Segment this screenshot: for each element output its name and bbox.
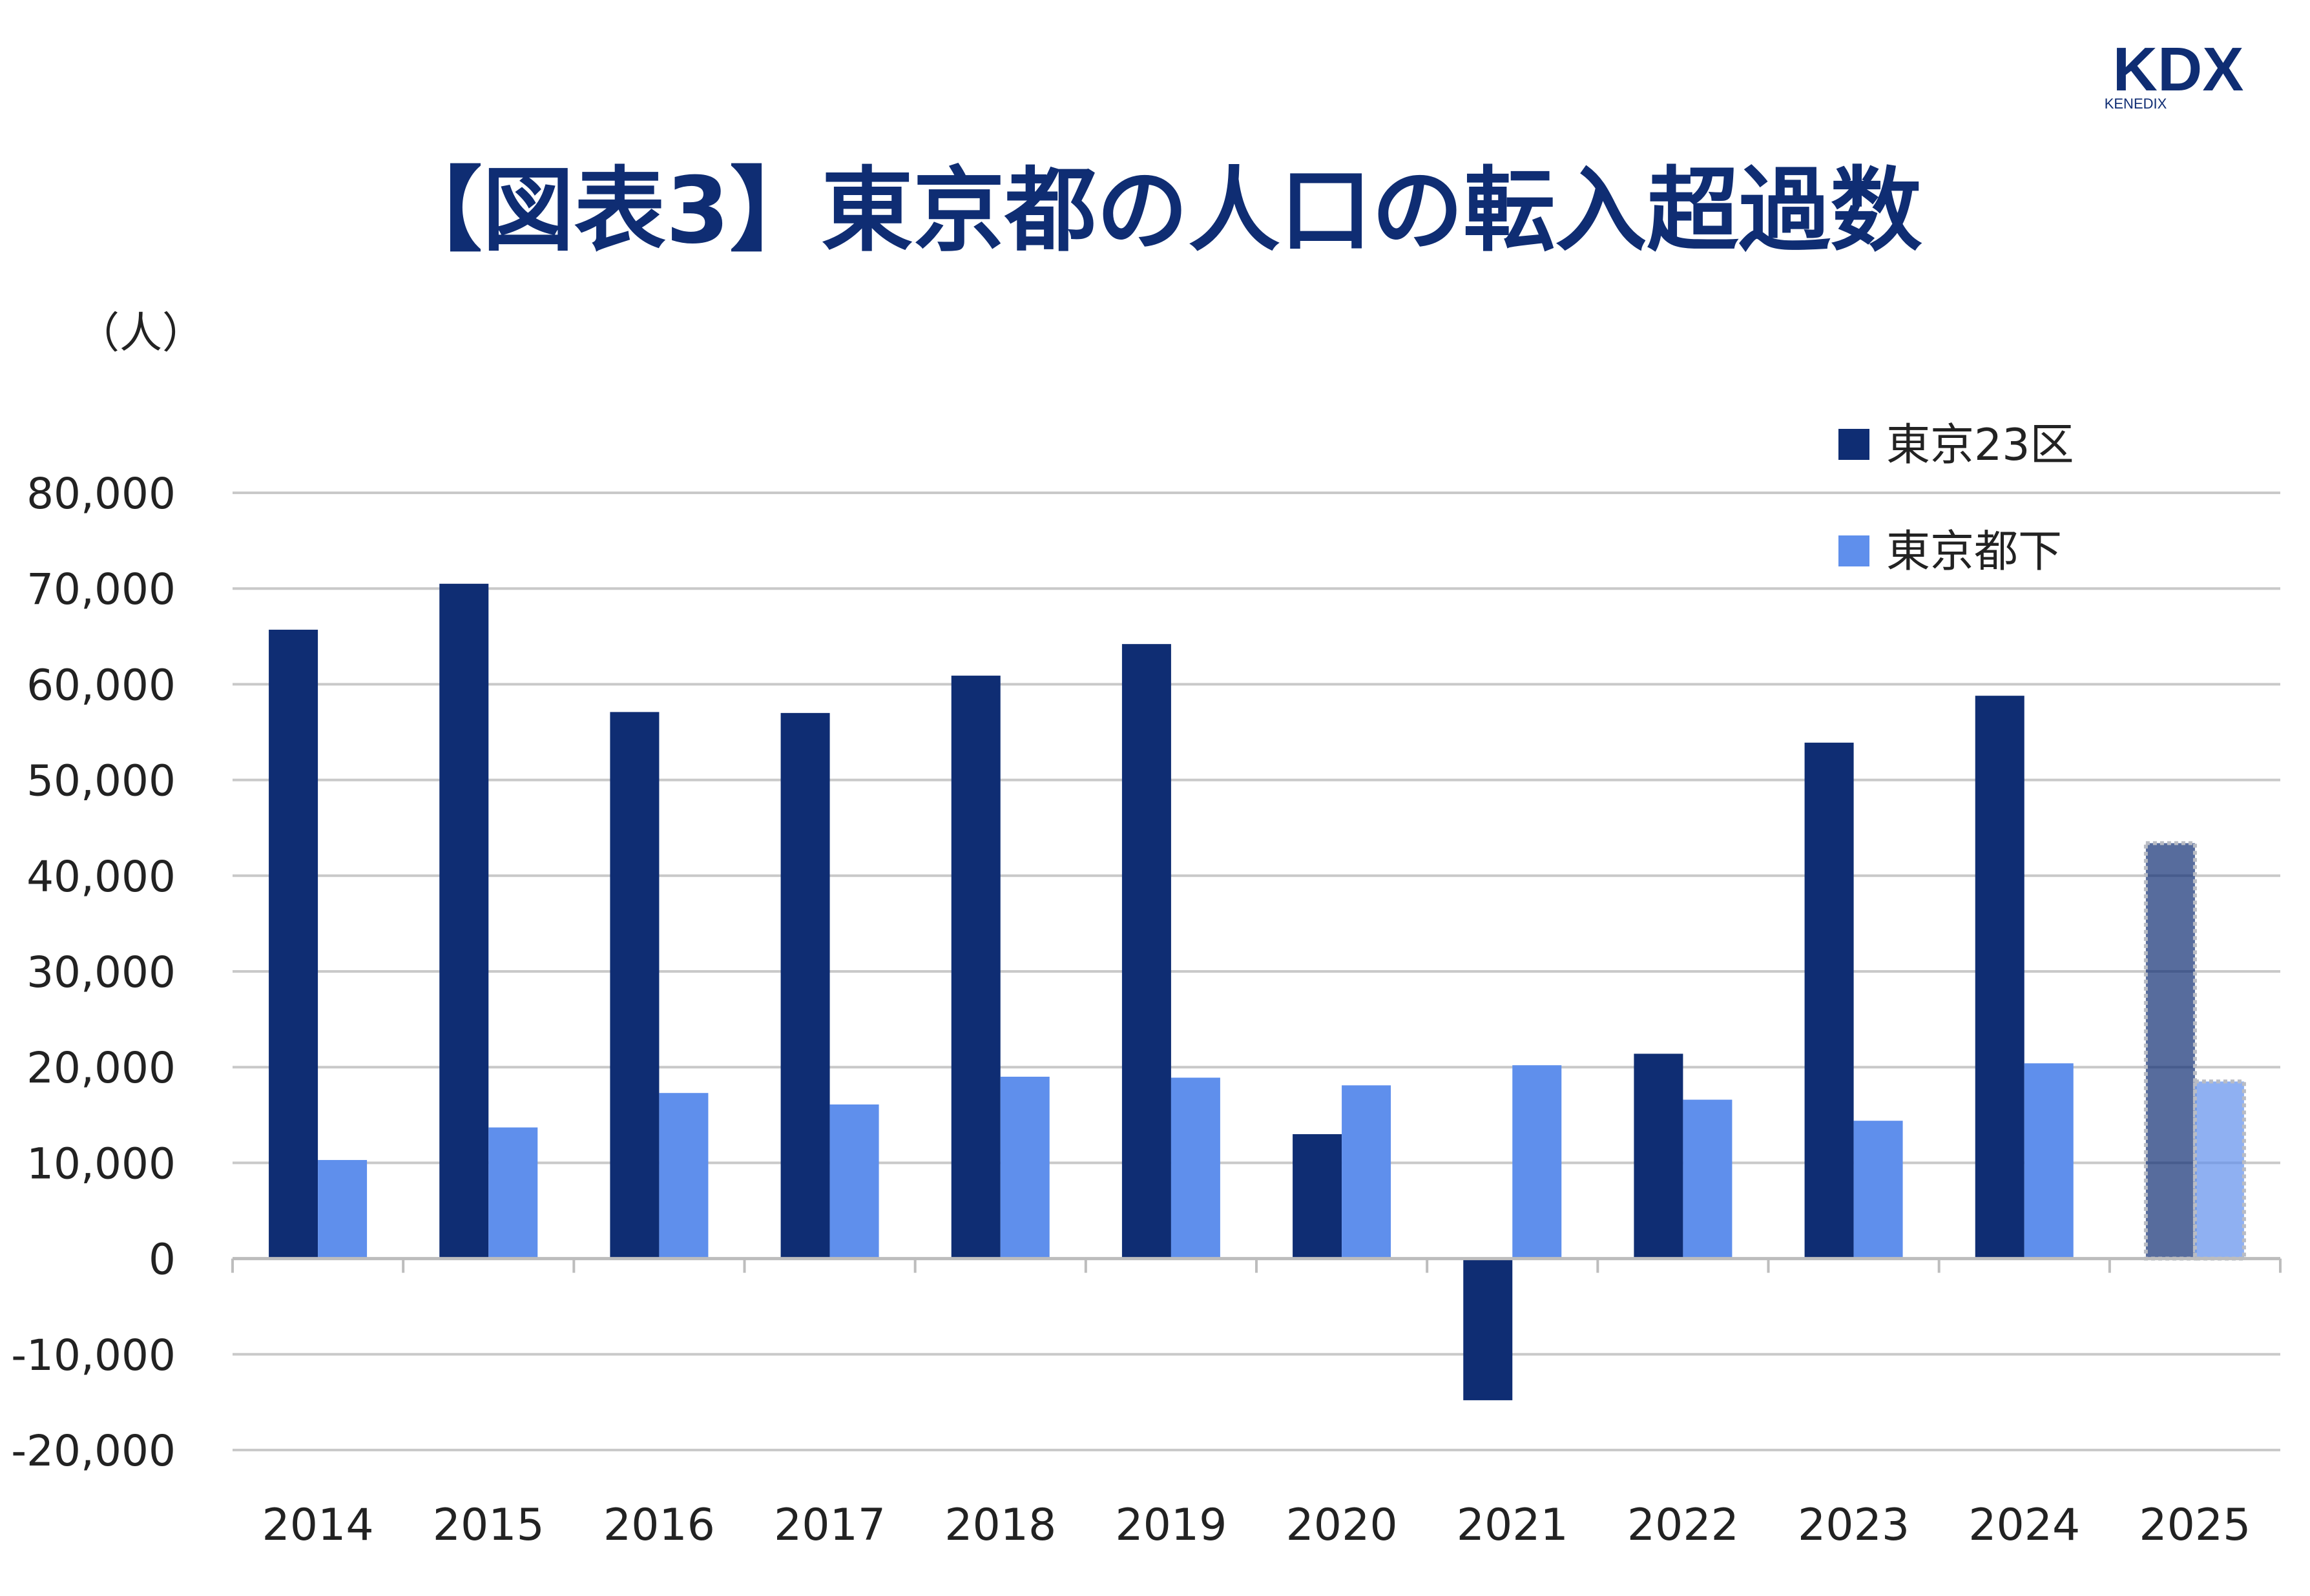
bar-tokyo-23-wards-2018 — [951, 676, 1001, 1259]
x-tick-label: 2015 — [433, 1500, 545, 1551]
bar-tokyo-suburbs-2023 — [1853, 1121, 1903, 1259]
legend-swatch — [1838, 535, 1869, 566]
legend-label: 東京都下 — [1886, 526, 2062, 577]
brand-logo: KDX KENEDIX — [2105, 35, 2244, 112]
y-tick-label: -20,000 — [11, 1426, 176, 1476]
x-tick-label: 2025 — [2139, 1500, 2251, 1551]
bar-tokyo-23-wards-2020 — [1293, 1134, 1342, 1259]
bar-tokyo-23-wards-2015 — [439, 583, 489, 1259]
logo-text: KDX — [2113, 35, 2244, 104]
bar-tokyo-23-wards-2017 — [780, 712, 830, 1259]
y-tick-label: 50,000 — [26, 756, 176, 806]
y-tick-label: -10,000 — [11, 1331, 176, 1380]
legend-swatch — [1838, 429, 1869, 460]
bar-tokyo-23-wards-2019 — [1121, 644, 1171, 1259]
y-tick-label: 70,000 — [26, 565, 176, 614]
logo-subtext: KENEDIX — [2105, 96, 2167, 112]
y-tick-label: 10,000 — [26, 1139, 176, 1188]
x-tick-label: 2020 — [1286, 1500, 1398, 1551]
chart-title: 【図表3】東京都の人口の転入超過数 — [391, 158, 1922, 264]
x-axis-layer — [231, 1257, 2282, 1273]
bar-tokyo-suburbs-2015 — [488, 1127, 538, 1259]
x-tick-label: 2017 — [774, 1500, 886, 1551]
y-tick-label: 60,000 — [26, 660, 176, 710]
y-tick-label: 30,000 — [26, 948, 176, 997]
bar-tokyo-suburbs-2025 — [2192, 1079, 2246, 1261]
grid-layer — [233, 492, 2280, 1451]
y-tick-label: 40,000 — [26, 852, 176, 902]
bar-tokyo-suburbs-2018 — [1000, 1077, 1050, 1259]
x-tick-labels: 2014 2015 2016 2017 2018 2019 2020 2021 2022 2023… — [262, 1500, 2251, 1551]
y-tick-label: 20,000 — [26, 1043, 176, 1093]
y-tick-label: 0 — [149, 1235, 176, 1285]
bar-tokyo-23-wards-2023 — [1804, 742, 1854, 1259]
x-tick-label: 2018 — [944, 1500, 1056, 1551]
bar-tokyo-suburbs-2016 — [659, 1093, 709, 1259]
bar-tokyo-suburbs-2022 — [1683, 1099, 1732, 1259]
bar-tokyo-suburbs-2014 — [318, 1159, 368, 1259]
bar-tokyo-23-wards-2025 — [2143, 841, 2197, 1261]
bars-layer — [269, 583, 2246, 1400]
y-tick-labels: 80,000 70,000 60,000 50,000 40,000 30,000 20,0… — [11, 469, 176, 1476]
bar-tokyo-suburbs-2019 — [1171, 1077, 1220, 1259]
x-tick-label: 2023 — [1798, 1500, 1909, 1551]
bar-tokyo-suburbs-2020 — [1342, 1085, 1391, 1259]
x-tick-label: 2019 — [1115, 1500, 1227, 1551]
bar-tokyo-suburbs-2024 — [2024, 1063, 2074, 1259]
bar-tokyo-23-wards-2021 — [1463, 1258, 1513, 1400]
y-tick-label: 80,000 — [26, 469, 176, 519]
bar-tokyo-23-wards-2022 — [1634, 1053, 1683, 1259]
bar-tokyo-23-wards-2014 — [269, 629, 318, 1259]
y-axis-unit-label: （人） — [77, 308, 205, 358]
bar-tokyo-suburbs-2021 — [1512, 1065, 1562, 1259]
bar-tokyo-23-wards-2016 — [610, 712, 660, 1259]
bar-tokyo-23-wards-2024 — [1975, 696, 2024, 1259]
x-tick-label: 2022 — [1627, 1500, 1739, 1551]
x-tick-label: 2016 — [603, 1500, 715, 1551]
legend-label: 東京23区 — [1886, 420, 2074, 471]
bar-tokyo-suburbs-2017 — [829, 1104, 879, 1259]
x-tick-label: 2014 — [262, 1500, 374, 1551]
x-tick-label: 2021 — [1457, 1500, 1568, 1551]
x-tick-label: 2024 — [1968, 1500, 2080, 1551]
